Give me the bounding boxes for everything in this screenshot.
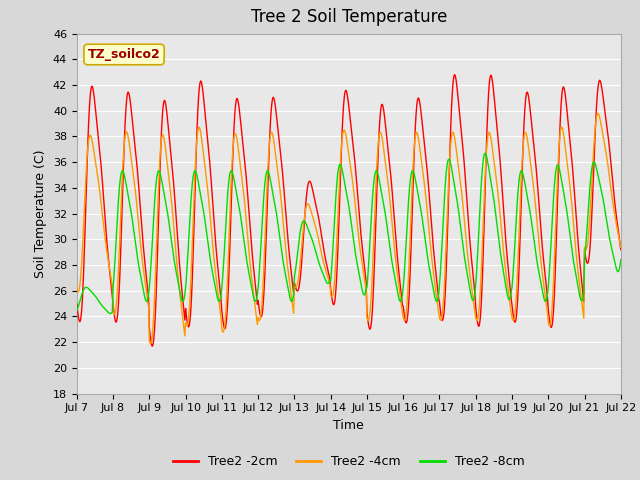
Text: TZ_soilco2: TZ_soilco2 (88, 48, 161, 61)
Title: Tree 2 Soil Temperature: Tree 2 Soil Temperature (251, 9, 447, 26)
Legend: Tree2 -2cm, Tree2 -4cm, Tree2 -8cm: Tree2 -2cm, Tree2 -4cm, Tree2 -8cm (168, 450, 529, 473)
X-axis label: Time: Time (333, 419, 364, 432)
Y-axis label: Soil Temperature (C): Soil Temperature (C) (35, 149, 47, 278)
